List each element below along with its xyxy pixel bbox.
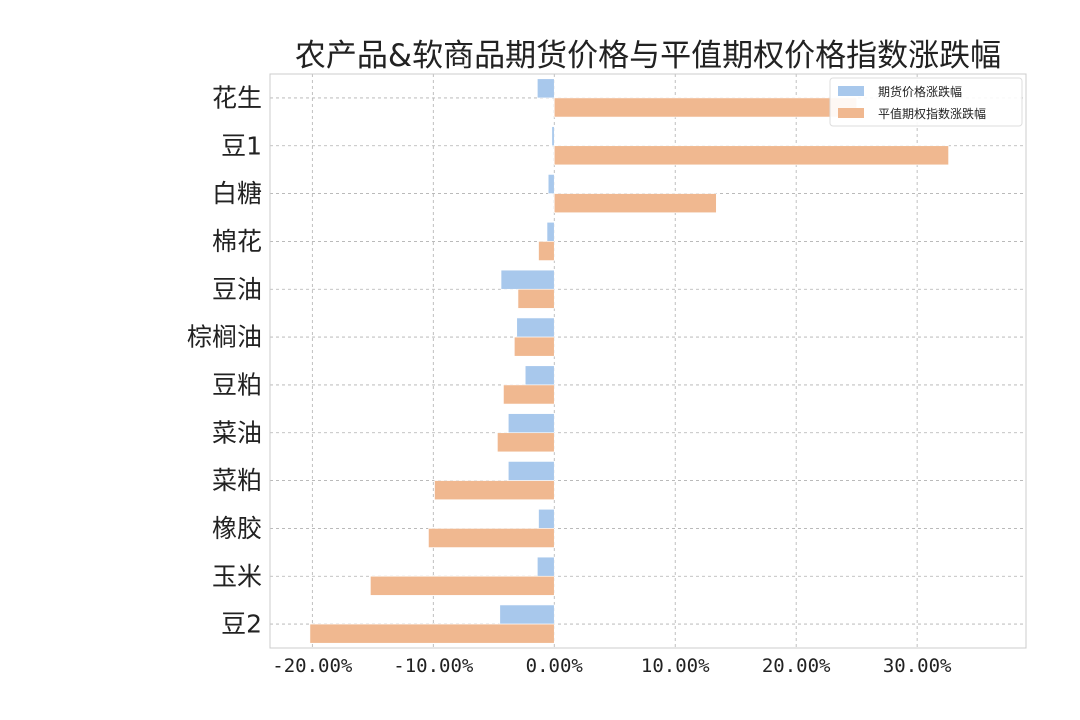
bar-options-5 — [514, 336, 555, 357]
bar-options-0 — [553, 97, 857, 118]
bar-futures-4 — [500, 269, 555, 290]
bar-options-3 — [538, 241, 555, 261]
bars — [309, 78, 949, 644]
x-tick-label: 20.00% — [762, 655, 831, 677]
category-label: 豆油 — [212, 275, 262, 304]
bar-futures-1 — [551, 126, 555, 147]
legend-label-futures: 期货价格涨跌幅 — [878, 84, 962, 99]
x-tick-label: -20.00% — [272, 655, 353, 677]
category-label: 豆粕 — [212, 370, 262, 399]
bar-futures-0 — [537, 78, 555, 99]
chart-title: 农产品&软商品期货价格与平值期权价格指数涨跌幅 — [295, 38, 1001, 74]
x-tick-label: 30.00% — [883, 655, 952, 677]
bar-futures-7 — [507, 413, 555, 434]
bar-options-4 — [517, 288, 555, 309]
category-label: 棕榈油 — [187, 323, 262, 352]
bar-options-11 — [309, 623, 555, 644]
bar-futures-6 — [524, 365, 555, 386]
bar-futures-9 — [538, 508, 555, 529]
bar-futures-11 — [499, 604, 555, 625]
category-label: 橡胶 — [212, 514, 262, 543]
category-label: 菜油 — [212, 418, 262, 447]
bar-futures-3 — [546, 221, 555, 242]
category-label: 豆2 — [221, 610, 262, 639]
category-label: 玉米 — [212, 562, 262, 591]
bar-futures-8 — [507, 461, 555, 481]
plot-frame — [269, 73, 1027, 649]
x-tick-label: 10.00% — [641, 655, 710, 677]
bar-options-1 — [553, 145, 949, 166]
bar-options-10 — [370, 575, 555, 596]
value-axis-tick-labels: -20.00% -10.00% 0.00% 10.00% 20.00% 30.00% — [272, 655, 952, 677]
bar-futures-2 — [547, 174, 555, 194]
bar-options-8 — [434, 480, 555, 501]
category-label: 白糖 — [212, 179, 262, 208]
legend: 期货价格涨跌幅 平值期权指数涨跌幅 — [829, 77, 1023, 127]
legend-swatch-options — [838, 108, 864, 118]
category-label: 豆1 — [221, 131, 262, 160]
legend-swatch-futures — [838, 86, 864, 96]
bar-options-7 — [497, 432, 555, 453]
bar-futures-10 — [537, 556, 555, 577]
legend-label-options: 平值期权指数涨跌幅 — [878, 106, 986, 121]
x-tick-label: 0.00% — [526, 655, 584, 677]
category-label: 棉花 — [212, 227, 262, 256]
category-label: 花生 — [212, 83, 262, 112]
bar-futures-5 — [516, 317, 555, 338]
bar-options-6 — [503, 384, 555, 405]
bar-options-9 — [428, 528, 555, 548]
category-label: 菜粕 — [212, 466, 262, 495]
bar-options-2 — [553, 193, 717, 214]
x-tick-label: -10.00% — [393, 655, 474, 677]
legend-box — [829, 77, 1023, 127]
